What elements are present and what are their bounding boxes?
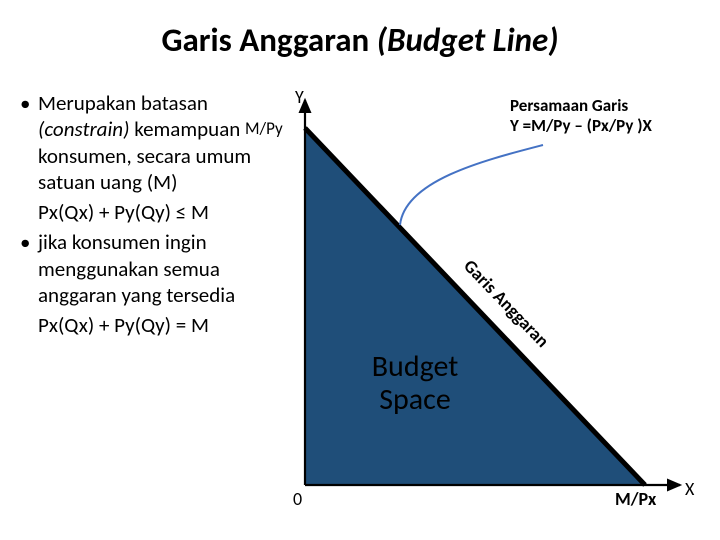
title-italic: (Budget Line): [377, 20, 559, 60]
bullet-1-text-a: Merupakan batasan: [38, 90, 208, 116]
x-axis-label: X: [685, 478, 694, 500]
bullet-list: Merupakan batasan (constrain) kemampuan …: [20, 90, 280, 342]
mpx-label: M/Px: [615, 488, 656, 510]
equation-box: Persamaan Garis Y =M/Py – (Px/Py )X: [510, 96, 652, 137]
bullet-1-equation: Px(Qx) + Py(Qy) ≤ M: [38, 199, 280, 225]
bullet-2-text: jika konsumen ingin menggunakan semua an…: [38, 229, 235, 308]
budget-space-label: Budget Space: [345, 350, 485, 416]
title-plain: Garis Anggaran: [161, 20, 376, 60]
budget-line-chart: Y M/Py 0 M/Px X Persamaan Garis Y =M/Py …: [285, 90, 695, 510]
slide-title: Garis Anggaran (Budget Line): [0, 20, 720, 60]
equation-line2: Y =M/Py – (Px/Py )X: [510, 116, 652, 136]
origin-label: 0: [293, 488, 302, 510]
y-axis-label: Y: [295, 86, 304, 108]
equation-line1: Persamaan Garis: [510, 96, 652, 116]
mpy-label: M/Py: [245, 118, 283, 139]
bullet-1: Merupakan batasan (constrain) kemampuan …: [20, 90, 280, 225]
bullet-2-equation: Px(Qx) + Py(Qy) = M: [38, 312, 280, 338]
bullet-2: jika konsumen ingin menggunakan semua an…: [20, 229, 280, 338]
bullet-1-italic: (constrain): [38, 116, 129, 142]
